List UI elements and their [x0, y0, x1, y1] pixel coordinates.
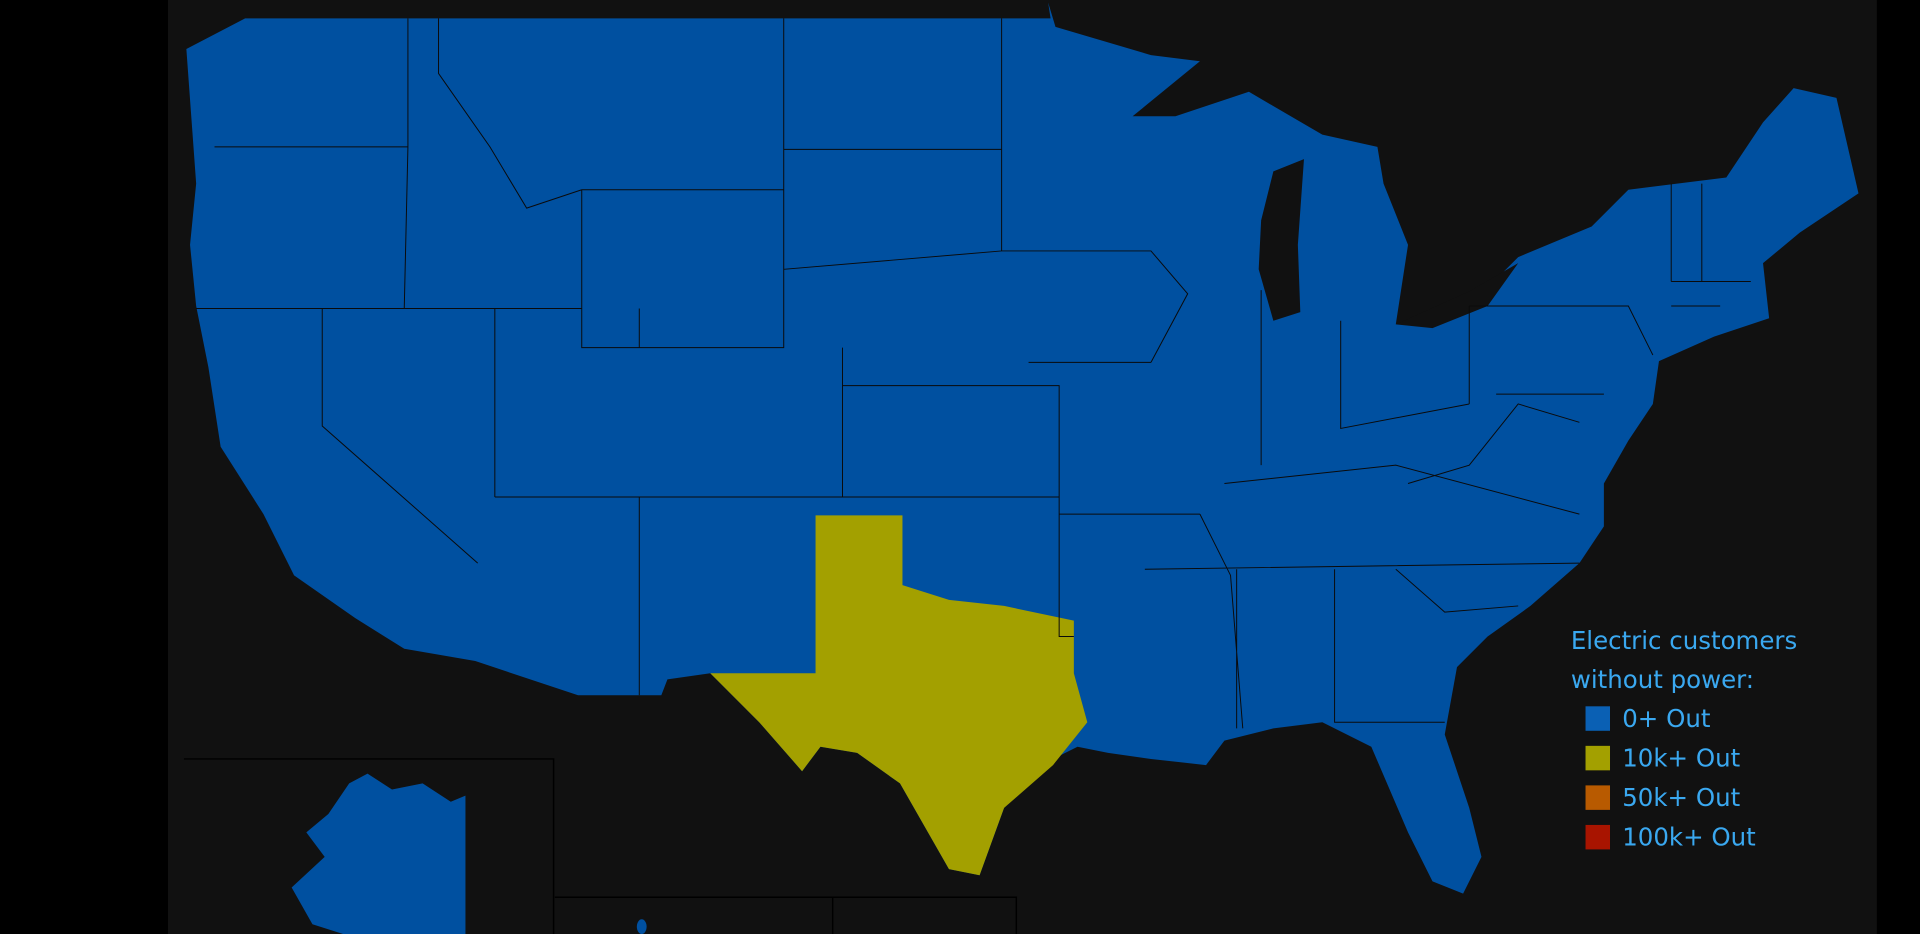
- state-borders: [196, 18, 1751, 729]
- legend-item-label: 50k+ Out: [1622, 783, 1740, 812]
- legend-title-line2: without power:: [1571, 665, 1754, 694]
- legend-item-label: 0+ Out: [1622, 704, 1711, 733]
- state-alaska[interactable]: [291, 773, 466, 934]
- state-texas[interactable]: [710, 515, 1088, 876]
- legend: Electric customers without power: 0+ Out…: [1571, 626, 1797, 852]
- state-shapes-contiguous-us[interactable]: [186, 2, 1859, 894]
- legend-swatch: [1585, 706, 1611, 731]
- state-hawaii[interactable]: [636, 919, 647, 934]
- legend-swatch: [1585, 824, 1611, 850]
- legend-item-label: 10k+ Out: [1622, 744, 1740, 773]
- legend-swatch: [1585, 785, 1611, 810]
- legend-swatch: [1585, 745, 1611, 771]
- hawaii-inset-frame: [554, 896, 1018, 934]
- lake-erie: [1395, 263, 1519, 329]
- legend-item-label: 100k+ Out: [1622, 823, 1756, 852]
- alaska-inset-frame: [183, 758, 555, 934]
- lake-michigan: [1258, 159, 1304, 321]
- legend-title-line1: Electric customers: [1571, 626, 1797, 655]
